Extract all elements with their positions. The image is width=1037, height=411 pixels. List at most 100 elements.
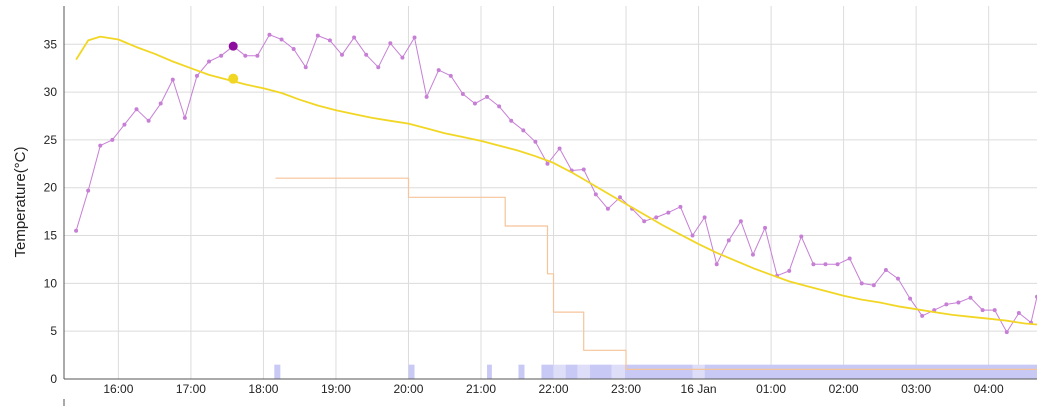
measured-point [920, 314, 924, 318]
activity-band [705, 365, 1037, 379]
measured-series-line [76, 35, 1037, 332]
measured-point [413, 36, 417, 40]
y-tick-label: 30 [44, 85, 58, 99]
x-tick-label: 04:00 [974, 382, 1004, 396]
x-tick-label: 02:00 [829, 382, 859, 396]
measured-point [364, 53, 368, 57]
measured-point [558, 147, 562, 151]
x-tick-label: 19:00 [321, 382, 351, 396]
target-series-line [276, 178, 1037, 369]
measured-point [485, 95, 489, 99]
measured-point [860, 281, 864, 285]
measured-point [316, 34, 320, 38]
measured-point [908, 297, 912, 301]
y-tick-label: 10 [44, 276, 58, 290]
y-tick-label: 0 [50, 372, 57, 386]
measured-point [473, 102, 477, 106]
y-tick-label: 35 [44, 37, 58, 51]
measured-point [545, 162, 549, 166]
activity-band [625, 365, 693, 379]
measured-point [703, 215, 707, 219]
measured-point [715, 262, 719, 266]
measured-point [884, 268, 888, 272]
measured-point [606, 207, 610, 211]
measured-point [1005, 330, 1009, 334]
activity-band [693, 365, 705, 379]
measured-point [195, 74, 199, 78]
activity-band [487, 365, 492, 379]
x-tick-label: 16:00 [103, 382, 133, 396]
measured-point [763, 226, 767, 230]
measured-point [981, 308, 985, 312]
measured-highlight-point [229, 42, 238, 51]
smooth-series-line [76, 37, 1037, 325]
measured-point [98, 144, 102, 148]
measured-point [1017, 311, 1021, 315]
measured-point [122, 123, 126, 127]
measured-point [449, 74, 453, 78]
measured-point [86, 189, 90, 193]
measured-point [691, 234, 695, 238]
measured-point [400, 56, 404, 60]
x-tick-label: 20:00 [393, 382, 423, 396]
x-tick-label: 23:00 [611, 382, 641, 396]
y-tick-label: 25 [44, 133, 58, 147]
measured-point [727, 238, 731, 242]
measured-point [280, 37, 284, 41]
activity-band [578, 365, 590, 379]
measured-point [993, 308, 997, 312]
measured-point [896, 277, 900, 281]
measured-point [328, 38, 332, 42]
measured-point [594, 192, 598, 196]
measured-point [74, 229, 78, 233]
x-tick-label: 16 Jan [681, 382, 717, 396]
series-lines [74, 33, 1037, 370]
y-tick-label: 15 [44, 229, 58, 243]
measured-point [751, 253, 755, 257]
measured-point [388, 41, 392, 45]
measured-point [787, 269, 791, 273]
measured-point [461, 92, 465, 96]
measured-point [304, 65, 308, 69]
measured-point [666, 211, 670, 215]
measured-point [267, 33, 271, 37]
activity-band [408, 365, 414, 379]
measured-point [944, 302, 948, 306]
x-tick-label: 21:00 [466, 382, 496, 396]
activity-band [612, 365, 625, 379]
activity-band [274, 365, 280, 379]
smooth-highlight-point [228, 74, 238, 84]
measured-point [437, 68, 441, 72]
measured-point [739, 219, 743, 223]
x-tick-label: 03:00 [901, 382, 931, 396]
measured-point [425, 95, 429, 99]
x-tick-label: 01:00 [756, 382, 786, 396]
measured-point [521, 128, 525, 132]
measured-point [207, 59, 211, 63]
measured-point [642, 219, 646, 223]
x-tick-label: 22:00 [539, 382, 569, 396]
measured-point [243, 54, 247, 58]
activity-band [566, 365, 578, 379]
x-tick-label: 18:00 [248, 382, 278, 396]
measured-point [654, 215, 658, 219]
measured-point [811, 262, 815, 266]
measured-point [376, 65, 380, 69]
measured-point [171, 78, 175, 82]
x-tick-label: 17:00 [176, 382, 206, 396]
measured-point [497, 104, 501, 108]
y-tick-label: 20 [44, 181, 58, 195]
measured-point [956, 300, 960, 304]
y-axis-label: Temperature(°C) [12, 146, 29, 257]
measured-point [872, 283, 876, 287]
measured-point [183, 116, 187, 120]
activity-band [554, 365, 566, 379]
measured-point [255, 54, 259, 58]
measured-point [678, 205, 682, 209]
activity-band [518, 365, 524, 379]
measured-point [582, 168, 586, 172]
activity-band [541, 365, 553, 379]
